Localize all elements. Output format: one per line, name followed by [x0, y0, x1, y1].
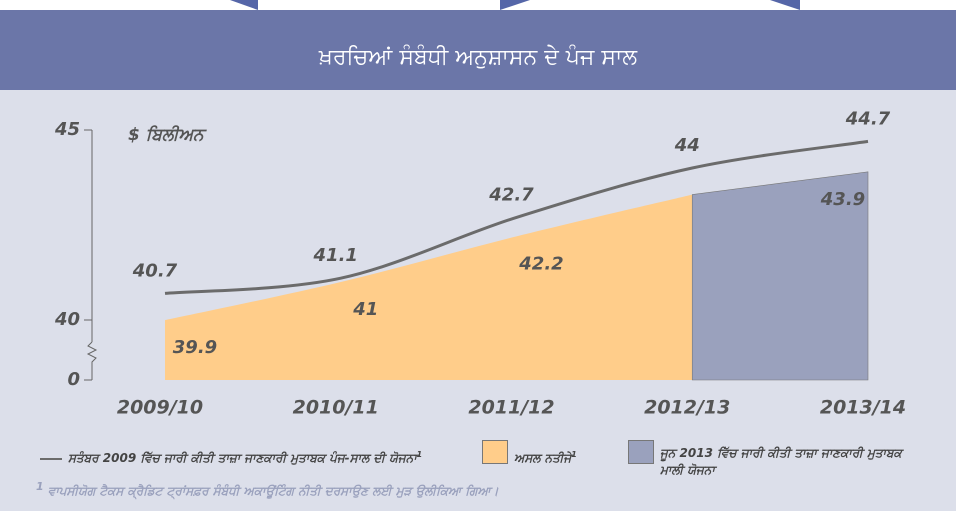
- footnote-marker: 1: [36, 480, 44, 493]
- x-tick-label: 2011/12: [468, 397, 554, 419]
- data-label: 40.7: [132, 260, 178, 281]
- y-tick-label: 45: [54, 119, 80, 140]
- x-tick-label: 2010/11: [293, 397, 379, 419]
- data-label: 44: [674, 135, 700, 156]
- legend-text: ਅਸਲ ਨਤੀਜੇ: [514, 451, 572, 465]
- line: [164, 139, 869, 295]
- footnote-text: ਵਾਪਸੀਯੋਗ ਟੈਕਸ ਕ੍ਰੈਡਿਟ ਟ੍ਰਾਂਸਫ਼ਰ ਸੰਬੰਧੀ ਅ…: [47, 484, 499, 498]
- y-axis-label: $ ਬਿਲੀਅਨ: [128, 125, 207, 145]
- legend-line-entry: ਸਤੰਬਰ 2009 ਵਿੱਚ ਜਾਰੀ ਕੀਤੀ ਤਾਜ਼ਾ ਜਾਣਕਾਰੀ …: [40, 446, 422, 467]
- legend-line: [40, 457, 62, 460]
- x-tick-label: 2012/13: [644, 397, 730, 419]
- y-tick-label: 40: [54, 309, 80, 330]
- top-strip: [0, 0, 956, 10]
- legend-swatch: [482, 440, 508, 464]
- axis-break: [86, 341, 98, 380]
- area: [691, 171, 869, 381]
- data-label: 41.1: [313, 245, 358, 266]
- superscript: 1: [571, 450, 577, 459]
- x-tick-label: 2013/14: [820, 397, 906, 419]
- footnote: 1 ਵਾਪਸੀਯੋਗ ਟੈਕਸ ਕ੍ਰੈਡਿਟ ਟ੍ਰਾਂਸਫ਼ਰ ਸੰਬੰਧੀ…: [36, 478, 499, 500]
- chart-title: ਖ਼ਰਚਿਆਂ ਸੰਬੰਧੀ ਅਨੁਸ਼ਾਸਨ ਦੇ ਪੰਜ ਸਾਲ: [318, 44, 638, 70]
- y-tick-label: 0: [67, 369, 80, 390]
- data-label: 43.9: [820, 189, 865, 210]
- data-label: 44.7: [845, 108, 891, 129]
- data-label: 42.7: [488, 184, 534, 205]
- decoration: [230, 0, 800, 10]
- legend-entry: ਜੂਨ 2013 ਵਿੱਚ ਜਾਰੀ ਕੀਤੀ ਤਾਜ਼ਾ ਜਾਣਕਾਰੀ ਮੁ…: [660, 445, 920, 479]
- x-tick-label: 2009/10: [117, 397, 203, 419]
- area: [165, 194, 693, 380]
- header-band: [0, 10, 956, 90]
- legend-text: ਸਤੰਬਰ 2009 ਵਿੱਚ ਜਾਰੀ ਕੀਤੀ ਤਾਜ਼ਾ ਜਾਣਕਾਰੀ …: [68, 451, 417, 465]
- data-label: 39.9: [173, 337, 217, 358]
- legend-text: ਜੂਨ 2013 ਵਿੱਚ ਜਾਰੀ ਕੀਤੀ ਤਾਜ਼ਾ ਜਾਣਕਾਰੀ ਮੁ…: [660, 446, 902, 477]
- superscript: 1: [416, 450, 423, 459]
- legend-swatch: [628, 440, 654, 464]
- data-label: 41: [352, 299, 378, 320]
- legend-entry: ਅਸਲ ਨਤੀਜੇ1: [514, 446, 577, 467]
- data-label: 42.2: [518, 253, 563, 274]
